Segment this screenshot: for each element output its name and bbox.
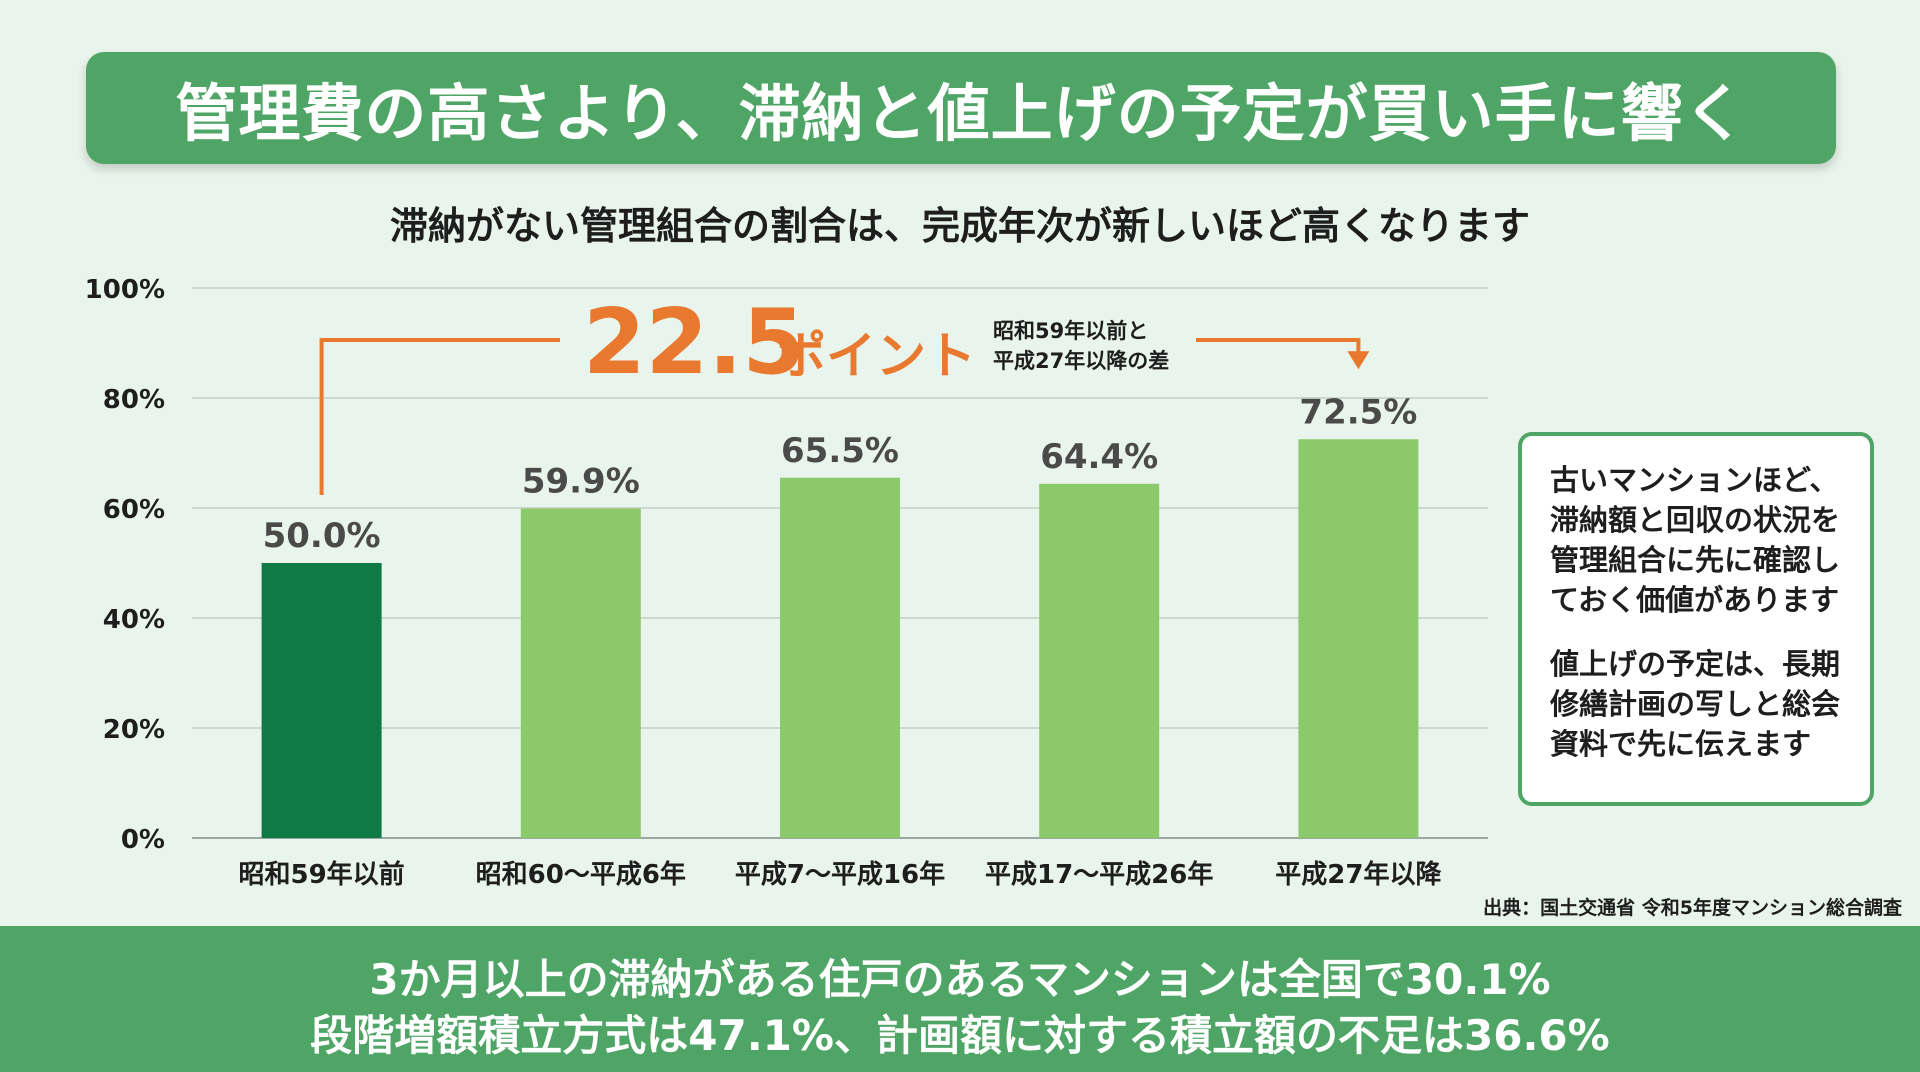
note-paragraph-1: 古いマンションほど、 滞納額と回収の状況を 管理組合に先に確認し ておく価値があ… bbox=[1550, 463, 1841, 617]
footer-banner: 3か月以上の滞納がある住戸のあるマンションは全国で30.1% 段階増額積立方式は… bbox=[0, 926, 1920, 1072]
x-tick-label: 平成17〜平成26年 bbox=[985, 859, 1213, 890]
difference-unit: ポイント bbox=[776, 327, 976, 385]
bar bbox=[1039, 483, 1160, 838]
x-tick-label: 平成27年以降 bbox=[1275, 859, 1442, 890]
bar-value-label: 59.9% bbox=[522, 462, 640, 502]
x-tick-label: 昭和59年以前 bbox=[239, 859, 405, 890]
x-axis-ticks: 昭和59年以前 昭和60〜平成6年 平成7〜平成16年 平成17〜平成26年 平成27年… bbox=[239, 859, 1443, 890]
footer-line-2: 段階増額積立方式は47.1%、計画額に対する積立額の不足は36.6% bbox=[310, 1011, 1610, 1060]
bar bbox=[261, 563, 382, 838]
title-banner: 管理費の高さより、滞納と値上げの予定が買い手に響く bbox=[86, 52, 1836, 164]
bar-chart: 0% 20% 40% 60% 80% 100% 50.0% 59.9% 65.5% 64.4% 7… bbox=[85, 275, 1488, 890]
y-tick-label: 100% bbox=[85, 275, 165, 305]
y-tick-label: 60% bbox=[103, 495, 165, 525]
y-axis-ticks: 0% 20% 40% 60% 80% 100% bbox=[85, 275, 165, 855]
chart-value-labels: 50.0% 59.9% 65.5% 64.4% 72.5% bbox=[263, 392, 1418, 556]
note-box: 古いマンションほど、 滞納額と回収の状況を 管理組合に先に確認し ておく価値があ… bbox=[1518, 432, 1874, 806]
difference-note-line-1: 昭和59年以前と bbox=[993, 319, 1148, 343]
bar-value-label: 50.0% bbox=[263, 516, 381, 556]
y-tick-label: 80% bbox=[103, 385, 165, 415]
footer-line-1: 3か月以上の滞納がある住戸のあるマンションは全国で30.1% bbox=[369, 955, 1551, 1004]
page-title: 管理費の高さより、滞納と値上げの予定が買い手に響く bbox=[175, 77, 1747, 150]
annotation-arrow-head bbox=[1347, 351, 1370, 370]
note-paragraph-2: 値上げの予定は、長期 修繕計画の写しと総会 資料で先に伝えます bbox=[1550, 647, 1841, 761]
bar bbox=[1298, 439, 1419, 838]
x-tick-label: 平成7〜平成16年 bbox=[735, 859, 945, 890]
source-citation: 出典：国土交通省 令和5年度マンション総合調査 bbox=[1483, 897, 1902, 919]
bar-value-label: 64.4% bbox=[1040, 437, 1158, 477]
chart-bars bbox=[261, 439, 1419, 838]
y-tick-label: 20% bbox=[103, 715, 165, 745]
x-tick-label: 昭和60〜平成6年 bbox=[476, 859, 686, 890]
difference-value: 22.5 bbox=[583, 290, 805, 395]
bar-value-label: 65.5% bbox=[781, 431, 899, 471]
annotation-bracket-right bbox=[1196, 338, 1361, 356]
difference-note-line-2: 平成27年以降の差 bbox=[993, 349, 1169, 373]
y-tick-label: 40% bbox=[103, 605, 165, 635]
y-tick-label: 0% bbox=[121, 825, 165, 855]
annotation-bracket-left bbox=[319, 338, 560, 495]
bar-value-label: 72.5% bbox=[1299, 392, 1417, 432]
bar bbox=[780, 477, 900, 838]
bar bbox=[520, 508, 641, 838]
chart-subtitle: 滞納がない管理組合の割合は、完成年次が新しいほど高くなります bbox=[389, 204, 1530, 248]
